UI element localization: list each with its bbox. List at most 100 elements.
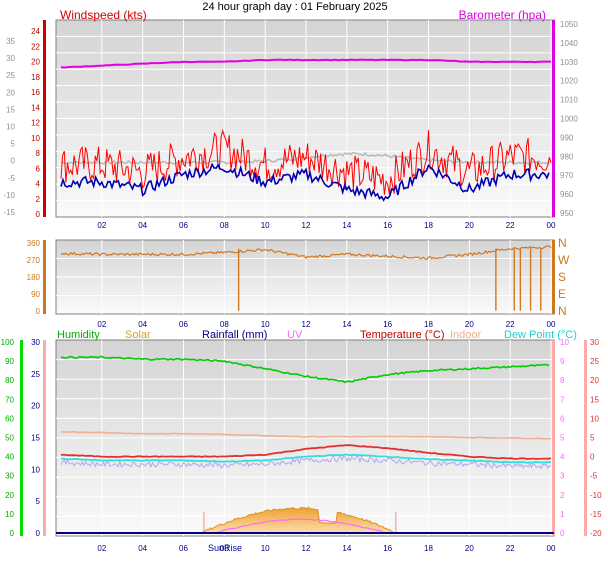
- direction-tick-label: 270: [27, 256, 41, 265]
- windspeed-tick-label: 6: [36, 164, 41, 173]
- barometer-tick-label: 1030: [560, 58, 578, 67]
- uv-line: [213, 518, 386, 534]
- rain-tick-label: 15: [31, 434, 40, 443]
- temperature-tick-label: 0: [590, 453, 595, 462]
- temp-ghost-tick-label: 5: [11, 140, 16, 149]
- windspeed-tick-label: 12: [31, 119, 40, 128]
- windspeed-tick-label: 18: [31, 73, 40, 82]
- direction-right-axis-bar: [552, 240, 555, 314]
- direction-x-tick-label: 00: [547, 320, 556, 329]
- direction-x-tick-label: 18: [424, 320, 433, 329]
- wind-x-tick-label: 16: [383, 221, 392, 230]
- humidity-tick-label: 20: [5, 491, 14, 500]
- direction-x-tick-label: 06: [179, 320, 188, 329]
- legend-dewpoint: Dew Point (°C): [504, 329, 577, 341]
- temperature-tick-label: 5: [590, 434, 595, 443]
- barometer-tick-label: 950: [560, 209, 574, 218]
- climate-x-tick-label: 10: [261, 544, 270, 553]
- wind-x-tick-label: 02: [97, 221, 106, 230]
- direction-x-tick-label: 22: [506, 320, 515, 329]
- dewpoint-line: [60, 453, 552, 464]
- rain-tick-label: 5: [36, 497, 41, 506]
- climate-x-tick-label: 20: [465, 544, 474, 553]
- direction-panel-grid: [56, 240, 554, 314]
- wind-x-tick-label: 22: [506, 221, 515, 230]
- direction-x-tick-label: 08: [220, 320, 229, 329]
- legend-humidity: Humidity: [57, 329, 100, 341]
- direction-tick-label: 90: [31, 290, 40, 299]
- barometer-tick-label: 1020: [560, 77, 578, 86]
- humidity-tick-label: 60: [5, 414, 14, 423]
- legend-temperature: Temperature (°C): [360, 329, 444, 341]
- temperature-tick-label: 20: [590, 376, 599, 385]
- direction-compass-label: N: [558, 236, 567, 250]
- wind-x-tick-label: 10: [261, 221, 270, 230]
- temperature-tick-label: 15: [590, 395, 599, 404]
- wind-x-tick-label: 20: [465, 221, 474, 230]
- windspeed-tick-label: 4: [36, 180, 41, 189]
- temp-ghost-tick-label: 10: [6, 123, 15, 132]
- barometer-tick-label: 1050: [560, 20, 578, 29]
- temp-ghost-tick-label: 20: [6, 88, 15, 97]
- windspeed-tick-label: 20: [31, 58, 40, 67]
- legend-indoor: Indoor: [450, 329, 482, 341]
- solar-area: [201, 506, 396, 535]
- humidity-line: [60, 355, 550, 384]
- direction-tick-label: 360: [27, 239, 41, 248]
- barometer-line: [60, 58, 551, 69]
- barometer-tick-label: 1040: [560, 39, 578, 48]
- climate-x-tick-label: 14: [342, 544, 351, 553]
- wind-x-tick-label: 12: [302, 221, 311, 230]
- temperature-tick-label: -15: [590, 510, 602, 519]
- windspeed-tick-label: 14: [31, 103, 40, 112]
- direction-tick-label: 0: [36, 307, 41, 316]
- temp-ghost-tick-label: 15: [6, 105, 15, 114]
- humidity-axis-bar: [20, 340, 23, 536]
- barometer-axis-bar: [552, 20, 555, 217]
- uv-tick-label: 0: [560, 529, 565, 538]
- uv-tick-label: 1: [560, 510, 565, 519]
- wind-x-tick-label: 18: [424, 221, 433, 230]
- climate-x-tick-label: 06: [179, 544, 188, 553]
- barometer-tick-label: 980: [560, 152, 574, 161]
- legend-rainfall: Rainfall (mm): [202, 329, 267, 341]
- wind-average-line: [60, 162, 550, 202]
- humidity-tick-label: 40: [5, 453, 14, 462]
- temp-ghost-tick-label: -10: [3, 191, 15, 200]
- windspeed-tick-label: 0: [36, 210, 41, 219]
- humidity-tick-label: 0: [10, 529, 15, 538]
- windspeed-tick-label: 8: [36, 149, 41, 158]
- rain-tick-label: 10: [31, 465, 40, 474]
- climate-x-tick-label: 16: [383, 544, 392, 553]
- windspeed-tick-label: 16: [31, 88, 40, 97]
- indoor-temperature-line: [60, 430, 552, 440]
- barometer-axis-label: Barometer (hpa): [459, 8, 546, 22]
- temp-ghost-tick-label: 35: [6, 37, 15, 46]
- humidity-tick-label: 80: [5, 376, 14, 385]
- uv-tick-label: 2: [560, 491, 565, 500]
- barometer-tick-label: 970: [560, 171, 574, 180]
- direction-x-tick-label: 14: [342, 320, 351, 329]
- apparent-temperature-line: [60, 455, 552, 470]
- direction-compass-label: E: [558, 287, 566, 301]
- direction-compass-label: W: [558, 253, 570, 267]
- temperature-line: [60, 444, 552, 460]
- humidity-tick-label: 70: [5, 395, 14, 404]
- legend-solar: Solar: [125, 329, 151, 341]
- temp-ghost-tick-label: 30: [6, 54, 15, 63]
- temperature-tick-label: 30: [590, 338, 599, 347]
- humidity-tick-label: 90: [5, 357, 14, 366]
- barometer-tick-label: 960: [560, 190, 574, 199]
- uv-tick-label: 10: [560, 338, 569, 347]
- temperature-tick-label: 10: [590, 414, 599, 423]
- wind-x-tick-label: 06: [179, 221, 188, 230]
- barometer-tick-label: 1000: [560, 115, 578, 124]
- rain-tick-label: 20: [31, 402, 40, 411]
- climate-x-tick-label: 08: [220, 544, 229, 553]
- humidity-tick-label: 10: [5, 510, 14, 519]
- wind-direction-line: [60, 245, 552, 260]
- temperature-tick-label: -10: [590, 491, 602, 500]
- windspeed-axis-bar: [43, 20, 46, 217]
- direction-compass-label: S: [558, 270, 566, 284]
